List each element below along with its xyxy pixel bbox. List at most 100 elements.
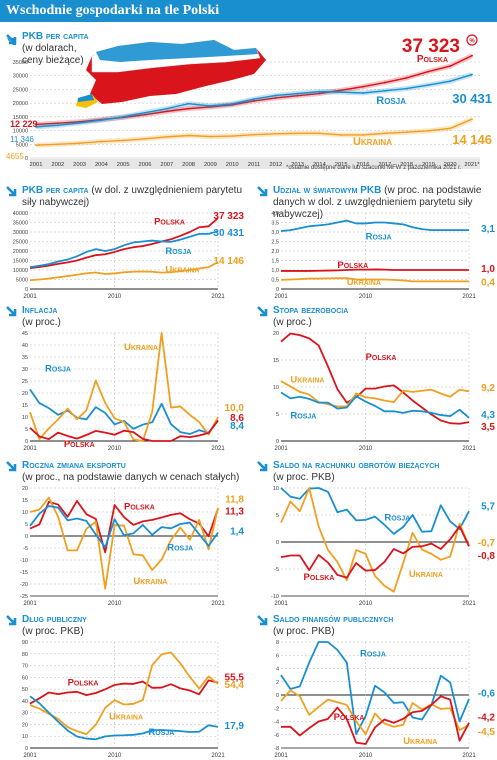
map-blue [96, 40, 258, 62]
data-point [56, 124, 59, 127]
y-tick-label: 20 [22, 722, 28, 728]
series-line-polska [280, 332, 470, 425]
series-label-rosja: Rosja [290, 410, 316, 421]
x-tick-label: 2018 [400, 162, 413, 168]
series-line-polska [281, 695, 470, 745]
panel-chart-svg: -8 -6 -4 -2 0 2 4 6 8 2001 2010 2021 Rosja Polska Ukra… [274, 640, 495, 759]
x-tick-label: 2021* [464, 162, 480, 168]
panel-subtitle-text: (w dol. z uwzględnieniem parytetu siły n… [22, 185, 243, 208]
panel-chart-svg: 0 0,5 1,0 1,5 2,0 2,5 3,0 3,5 4,0 2001 2010 2021 Ros… [271, 211, 495, 300]
data-point [449, 127, 452, 130]
panel-title: Saldo finansów publicznych (w proc. PKB) [273, 614, 495, 638]
y-tick-label: 5 [25, 427, 28, 433]
end-value-polska: 1,0 [481, 264, 495, 275]
logo-ring [466, 34, 478, 46]
x-tick-label: 2010 [108, 446, 122, 452]
data-point [296, 94, 299, 97]
y-tick-label: 50 [22, 687, 28, 693]
arrow-down-right-icon [6, 186, 17, 197]
x-tick-label: 2009 [204, 162, 217, 168]
y-tick-label: -15 [20, 570, 28, 576]
y-tick-label: -5 [23, 546, 28, 552]
end-value-ukraina: 0,4 [481, 277, 495, 288]
y-tick-label: -4 [274, 720, 279, 726]
panel-subtitle-text: (w proc. na podstawie danych w dol. z uw… [273, 185, 482, 220]
data-point [471, 54, 473, 57]
end-value-ukraina: 10,0 [225, 403, 245, 414]
data-point [209, 104, 212, 107]
x-tick-label: 2011 [248, 162, 260, 168]
series-label-rosja: Rosja [376, 95, 406, 107]
y-tick-label: 10000 [13, 268, 28, 274]
series-line-polska [29, 217, 219, 269]
series-label-polska: Polska [334, 712, 365, 723]
series-label-ukraina: Ukraina [165, 265, 199, 276]
data-point [274, 97, 277, 99]
y-tick-label: 4 [276, 667, 279, 673]
y-tick-label: 10 [273, 486, 279, 492]
series-label-rosja: Rosja [360, 649, 386, 660]
panel-subtitle-text: (w proc. PKB) [273, 472, 335, 483]
series-line-ukraina [280, 487, 470, 593]
value-label-rosja: 30 431 [452, 91, 492, 106]
x-tick-label: 2010 [359, 753, 373, 759]
data-point [427, 129, 430, 132]
panel-subtitle-text: (w proc.) [22, 317, 61, 328]
y-tick-label: -10 [271, 594, 279, 600]
end-value-rosja: 30 431 [213, 228, 244, 239]
y-tick-label: 35000 [13, 60, 28, 66]
series-line-rosja [280, 641, 470, 735]
logo-text: % [469, 39, 475, 45]
arrow-path [257, 615, 268, 626]
map-ukraine-blue [78, 94, 94, 102]
end-value-ukraina: 9,2 [481, 383, 495, 394]
y-tick-label: -20 [20, 582, 28, 588]
y-tick-label: 0 [276, 439, 279, 445]
end-value-polska: 55,5 [225, 672, 245, 683]
series-label-polska: Polska [337, 260, 368, 271]
data-point [274, 94, 277, 97]
x-tick-label: 2021 [462, 294, 476, 300]
x-tick-label: 2002 [51, 162, 64, 168]
x-tick-label: 2010 [108, 753, 122, 759]
series-label-polska: Polska [68, 678, 99, 689]
data-point [318, 90, 321, 93]
y-tick-label: 0 [276, 287, 279, 293]
series-line-rosja [280, 487, 470, 535]
top-title-text: PKB per capita [22, 31, 89, 42]
series-line-polska [29, 679, 219, 705]
panel-title: PKB per capita (w dol. z uwzględnieniem … [22, 185, 244, 209]
x-tick-label: 2021 [211, 601, 225, 607]
panel-title: Inflacja (w proc.) [22, 305, 244, 329]
data-point [187, 102, 190, 105]
series-line-ukraina [280, 689, 470, 735]
y-tick-label: 30 [22, 367, 28, 373]
start-value-ukraina: 4655 [6, 152, 24, 161]
arrow-path [6, 615, 17, 626]
end-value-polska: 8,6 [230, 413, 244, 424]
y-tick-label: 30 [22, 711, 28, 717]
data-point [209, 135, 212, 138]
data-point [471, 73, 473, 76]
y-tick-label: 1,0 [271, 268, 279, 274]
x-tick-label: 2010 [108, 294, 122, 300]
y-tick-label: 3,0 [271, 230, 279, 236]
y-tick-label: 45 [22, 331, 28, 337]
panel-title-text: Roczna zmiana eksportu [22, 460, 126, 471]
panel-title: Saldo na rachunku obrotów bieżących (w pr… [273, 460, 495, 484]
data-point [340, 89, 343, 92]
dgp-logo-icon: % [466, 34, 478, 46]
chart-panel-pkb-per-capita: PKB per capita (w dol. z uwzględnieniem … [0, 183, 246, 301]
series-label-rosja: Rosja [167, 542, 193, 553]
y-tick-label: 0 [276, 540, 279, 546]
y-tick-label: 30000 [13, 230, 28, 236]
panel-subtitle-text: (w proc., na podstawie danych w cenach s… [22, 472, 240, 483]
panel-title-text: Saldo finansów publicznych [273, 614, 394, 625]
chart-panel-saldo-na-rachunku-obrotow-biezacych: Saldo na rachunku obrotów bieżących (w pr… [251, 458, 497, 608]
data-point [78, 142, 81, 145]
start-value-polska: 12 229 [10, 119, 38, 129]
panel-title-text: Dług publiczny [22, 614, 87, 625]
y-tick-label: -8 [274, 746, 279, 752]
y-tick-label: 10 [273, 385, 279, 391]
panel-chart-svg: 0 10 20 30 40 50 60 70 80 90 2001 2010 2021 Polska Ukr… [22, 640, 245, 759]
